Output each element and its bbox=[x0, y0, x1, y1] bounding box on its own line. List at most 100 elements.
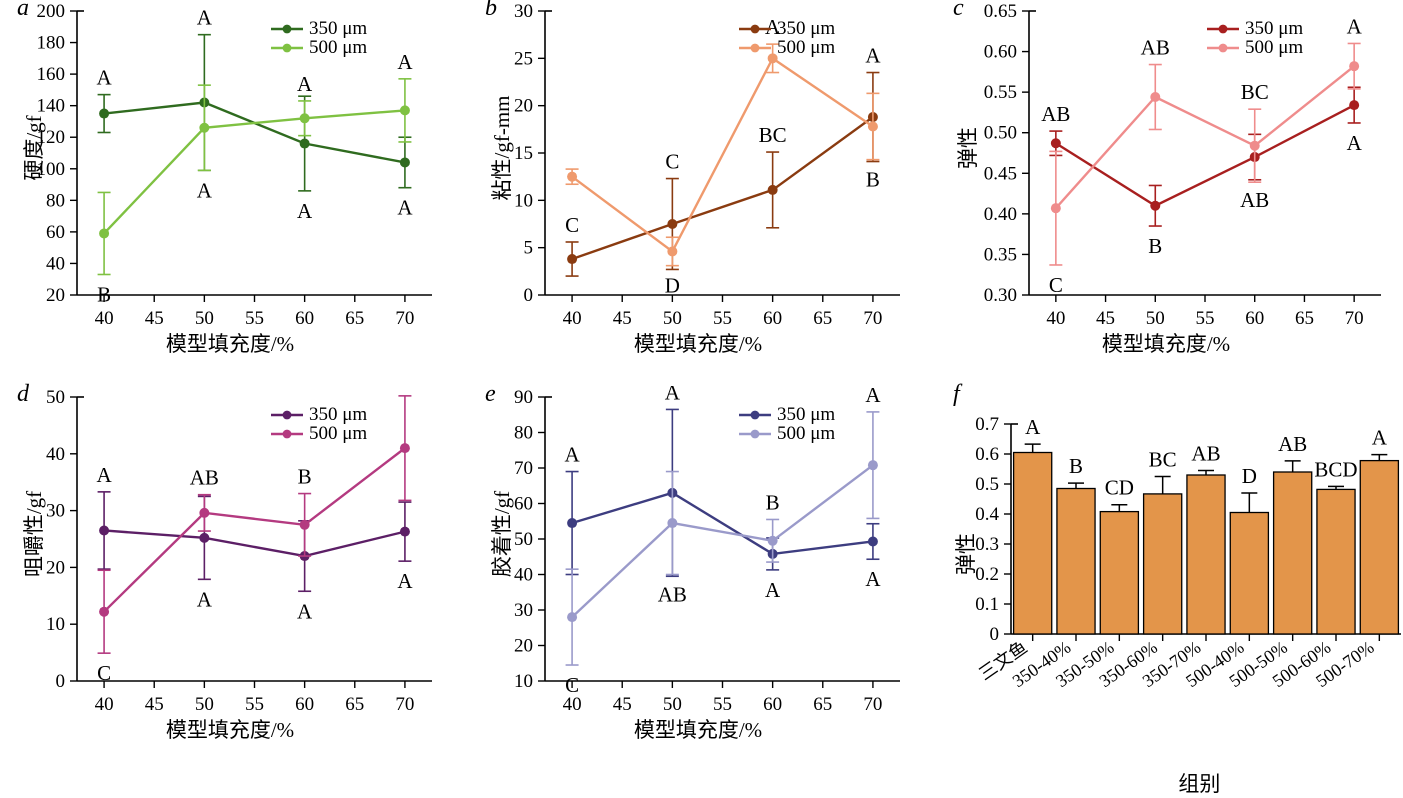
svg-text:45: 45 bbox=[613, 694, 632, 715]
svg-text:50: 50 bbox=[1146, 308, 1165, 329]
svg-text:0.65: 0.65 bbox=[984, 1, 1017, 22]
svg-text:BC: BC bbox=[1149, 448, 1177, 472]
svg-text:70: 70 bbox=[863, 308, 882, 329]
svg-text:80: 80 bbox=[514, 423, 533, 444]
svg-text:AB: AB bbox=[658, 583, 687, 607]
svg-text:55: 55 bbox=[713, 694, 732, 715]
svg-text:A: A bbox=[665, 386, 681, 404]
svg-text:A: A bbox=[297, 199, 313, 223]
svg-text:BC: BC bbox=[759, 123, 787, 147]
svg-text:65: 65 bbox=[345, 308, 364, 329]
svg-text:55: 55 bbox=[1196, 308, 1215, 329]
svg-text:60: 60 bbox=[295, 694, 314, 715]
svg-text:40: 40 bbox=[46, 253, 65, 274]
svg-text:A: A bbox=[197, 178, 213, 202]
svg-text:AB: AB bbox=[1141, 36, 1170, 60]
svg-text:0.55: 0.55 bbox=[984, 82, 1017, 103]
svg-text:15: 15 bbox=[514, 143, 533, 164]
svg-text:0: 0 bbox=[990, 624, 1000, 645]
svg-text:0.40: 0.40 bbox=[984, 204, 1017, 225]
svg-text:0.4: 0.4 bbox=[975, 504, 999, 525]
svg-text:140: 140 bbox=[37, 96, 66, 117]
svg-text:A: A bbox=[865, 386, 881, 407]
svg-text:70: 70 bbox=[1345, 308, 1364, 329]
svg-text:200: 200 bbox=[37, 1, 66, 22]
svg-text:A: A bbox=[397, 386, 413, 391]
svg-text:A: A bbox=[197, 587, 213, 611]
svg-text:55: 55 bbox=[245, 694, 264, 715]
svg-text:0: 0 bbox=[524, 285, 534, 306]
svg-text:D: D bbox=[1242, 464, 1257, 488]
svg-text:90: 90 bbox=[514, 387, 533, 408]
svg-text:A: A bbox=[1025, 415, 1041, 439]
svg-text:70: 70 bbox=[395, 308, 414, 329]
svg-text:A: A bbox=[1347, 131, 1363, 155]
svg-text:180: 180 bbox=[37, 33, 66, 54]
svg-text:20: 20 bbox=[46, 557, 65, 578]
svg-text:0: 0 bbox=[56, 671, 66, 692]
svg-text:A: A bbox=[96, 463, 112, 487]
svg-text:60: 60 bbox=[514, 494, 533, 515]
svg-text:45: 45 bbox=[613, 308, 632, 329]
svg-text:A: A bbox=[297, 599, 313, 623]
svg-text:0.30: 0.30 bbox=[984, 285, 1017, 306]
svg-text:70: 70 bbox=[395, 694, 414, 715]
svg-text:C: C bbox=[1049, 273, 1063, 297]
svg-text:40: 40 bbox=[46, 444, 65, 465]
svg-text:AB: AB bbox=[1240, 188, 1269, 212]
svg-text:20: 20 bbox=[514, 636, 533, 657]
svg-text:65: 65 bbox=[345, 694, 364, 715]
svg-text:40: 40 bbox=[514, 565, 533, 586]
svg-text:0.7: 0.7 bbox=[975, 414, 999, 435]
svg-text:0.1: 0.1 bbox=[975, 594, 999, 615]
svg-text:C: C bbox=[565, 213, 579, 237]
svg-text:25: 25 bbox=[514, 48, 533, 69]
svg-text:0.60: 0.60 bbox=[984, 42, 1017, 63]
svg-text:50: 50 bbox=[514, 529, 533, 550]
svg-text:10: 10 bbox=[514, 190, 533, 211]
svg-text:50: 50 bbox=[663, 308, 682, 329]
svg-text:40: 40 bbox=[563, 308, 582, 329]
svg-text:40: 40 bbox=[95, 694, 114, 715]
svg-text:55: 55 bbox=[245, 308, 264, 329]
svg-text:30: 30 bbox=[46, 501, 65, 522]
svg-text:60: 60 bbox=[295, 308, 314, 329]
svg-text:30: 30 bbox=[514, 600, 533, 621]
svg-text:40: 40 bbox=[1046, 308, 1065, 329]
svg-text:B: B bbox=[1069, 454, 1083, 478]
svg-text:0.5: 0.5 bbox=[975, 474, 999, 495]
svg-text:A: A bbox=[1347, 14, 1363, 38]
svg-text:45: 45 bbox=[145, 694, 164, 715]
svg-text:BC: BC bbox=[1241, 80, 1269, 104]
svg-text:60: 60 bbox=[763, 308, 782, 329]
svg-text:5: 5 bbox=[524, 238, 534, 259]
svg-text:A: A bbox=[197, 6, 213, 30]
svg-text:40: 40 bbox=[95, 308, 114, 329]
svg-text:A: A bbox=[865, 567, 881, 591]
svg-text:B: B bbox=[1148, 234, 1162, 258]
svg-text:A: A bbox=[1372, 426, 1388, 450]
svg-text:60: 60 bbox=[763, 694, 782, 715]
svg-text:A: A bbox=[397, 50, 413, 74]
svg-text:0.6: 0.6 bbox=[975, 444, 999, 465]
svg-text:A: A bbox=[397, 569, 413, 593]
svg-text:65: 65 bbox=[813, 694, 832, 715]
svg-text:45: 45 bbox=[1096, 308, 1115, 329]
svg-text:0.35: 0.35 bbox=[984, 244, 1017, 265]
svg-text:60: 60 bbox=[1245, 308, 1264, 329]
svg-text:160: 160 bbox=[37, 64, 66, 85]
svg-text:A: A bbox=[765, 578, 781, 602]
svg-text:0.45: 0.45 bbox=[984, 163, 1017, 184]
svg-text:50: 50 bbox=[195, 694, 214, 715]
svg-text:AB: AB bbox=[1278, 432, 1307, 456]
svg-text:65: 65 bbox=[813, 308, 832, 329]
svg-text:B: B bbox=[97, 282, 111, 306]
svg-text:65: 65 bbox=[1295, 308, 1314, 329]
svg-text:B: B bbox=[866, 168, 880, 192]
svg-text:70: 70 bbox=[514, 458, 533, 479]
svg-text:A: A bbox=[865, 44, 881, 68]
svg-text:80: 80 bbox=[46, 190, 65, 211]
svg-text:A: A bbox=[397, 196, 413, 220]
svg-text:10: 10 bbox=[514, 671, 533, 692]
svg-text:20: 20 bbox=[46, 285, 65, 306]
